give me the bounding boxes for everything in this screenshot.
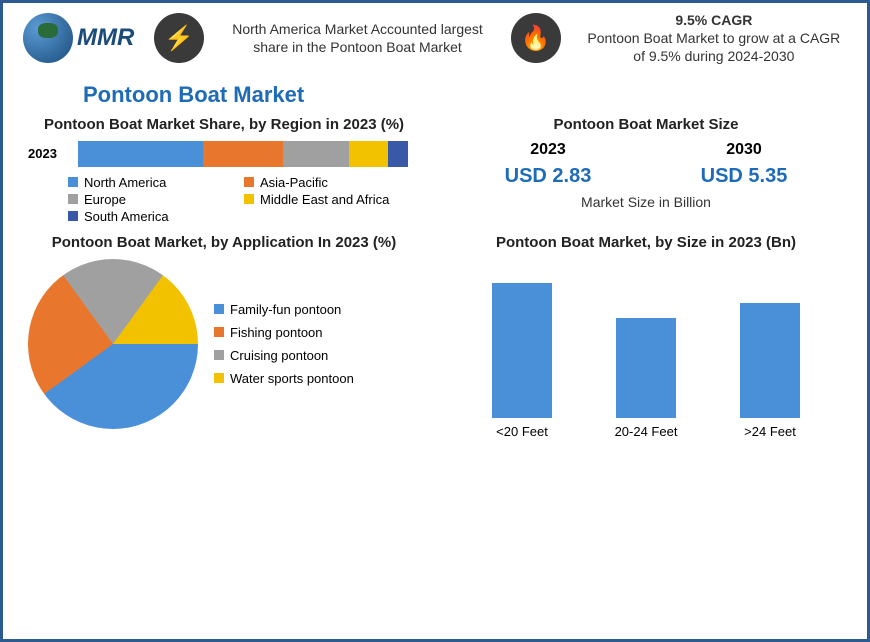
- region-chart-panel: Pontoon Boat Market Share, by Region in …: [28, 116, 420, 224]
- flame-icon: 🔥: [511, 13, 561, 63]
- bar: [492, 283, 552, 418]
- logo-text: MMR: [77, 24, 134, 52]
- logo: MMR: [23, 13, 134, 63]
- bar-label: >24 Feet: [744, 424, 796, 439]
- application-chart-title: Pontoon Boat Market, by Application In 2…: [28, 234, 420, 251]
- info-cagr: 9.5% CAGR Pontoon Boat Market to grow at…: [581, 11, 847, 66]
- pie-legend: Family-fun pontoon Fishing pontoon Cruisin…: [214, 302, 354, 386]
- bar-label: 20-24 Feet: [615, 424, 678, 439]
- legend-item: Water sports pontoon: [214, 371, 354, 386]
- bysize-chart-title: Pontoon Boat Market, by Size in 2023 (Bn…: [450, 234, 842, 251]
- globe-icon: [23, 13, 73, 63]
- legend-label: Middle East and Africa: [260, 192, 389, 207]
- legend-item: Middle East and Africa: [244, 192, 420, 207]
- stacked-segment: [78, 141, 203, 167]
- info-region: North America Market Accounted largest s…: [224, 20, 490, 56]
- legend-item: Family-fun pontoon: [214, 302, 354, 317]
- stacked-segment: [388, 141, 408, 167]
- bysize-chart-panel: Pontoon Boat Market, by Size in 2023 (Bn…: [450, 234, 842, 439]
- cagr-text: Pontoon Boat Market to grow at a CAGR of…: [581, 29, 847, 65]
- legend-swatch: [214, 350, 224, 360]
- bar: [740, 303, 800, 418]
- stacked-bar: [78, 141, 408, 167]
- legend-swatch: [244, 194, 254, 204]
- stacked-segment: [349, 141, 389, 167]
- size-year-1: 2023: [530, 141, 566, 159]
- legend-swatch: [68, 211, 78, 221]
- market-size-years: 2023 2030: [450, 141, 842, 159]
- region-chart-title: Pontoon Boat Market Share, by Region in …: [28, 116, 420, 133]
- bar-column: 20-24 Feet: [601, 318, 691, 439]
- content-grid: Pontoon Boat Market Share, by Region in …: [3, 116, 867, 439]
- stacked-segment: [203, 141, 282, 167]
- bar-chart: <20 Feet 20-24 Feet >24 Feet: [450, 259, 842, 439]
- market-size-note: Market Size in Billion: [450, 194, 842, 210]
- bar-column: >24 Feet: [725, 303, 815, 439]
- legend-label: Water sports pontoon: [230, 371, 354, 386]
- legend-swatch: [214, 373, 224, 383]
- stacked-bar-wrap: 2023: [28, 141, 420, 167]
- legend-item: Asia-Pacific: [244, 175, 420, 190]
- legend-item: Fishing pontoon: [214, 325, 354, 340]
- page-title: Pontoon Boat Market: [83, 82, 867, 108]
- region-legend: North America Asia-Pacific Europe Middle Ea…: [68, 175, 420, 224]
- bar-label: <20 Feet: [496, 424, 548, 439]
- legend-item: North America: [68, 175, 244, 190]
- bar: [616, 318, 676, 418]
- pie-chart: [28, 259, 198, 429]
- legend-label: Cruising pontoon: [230, 348, 328, 363]
- legend-label: Europe: [84, 192, 126, 207]
- legend-swatch: [244, 177, 254, 187]
- legend-label: North America: [84, 175, 166, 190]
- legend-swatch: [68, 194, 78, 204]
- legend-item: South America: [68, 209, 244, 224]
- market-size-values: USD 2.83 USD 5.35: [450, 165, 842, 188]
- legend-item: Cruising pontoon: [214, 348, 354, 363]
- market-size-title: Pontoon Boat Market Size: [450, 116, 842, 133]
- size-year-2: 2030: [726, 141, 762, 159]
- stacked-year-label: 2023: [28, 146, 68, 161]
- bar-column: <20 Feet: [477, 283, 567, 439]
- size-val-1: USD 2.83: [505, 165, 592, 188]
- application-chart-panel: Pontoon Boat Market, by Application In 2…: [28, 234, 420, 439]
- legend-swatch: [214, 304, 224, 314]
- legend-item: Europe: [68, 192, 244, 207]
- legend-label: Fishing pontoon: [230, 325, 323, 340]
- size-val-2: USD 5.35: [701, 165, 788, 188]
- stacked-segment: [283, 141, 349, 167]
- lightning-icon: ⚡: [154, 13, 204, 63]
- market-size-panel: Pontoon Boat Market Size 2023 2030 USD 2…: [450, 116, 842, 224]
- legend-label: Asia-Pacific: [260, 175, 328, 190]
- legend-label: Family-fun pontoon: [230, 302, 341, 317]
- legend-swatch: [214, 327, 224, 337]
- cagr-headline: 9.5% CAGR: [581, 11, 847, 29]
- header-row: MMR ⚡ North America Market Accounted lar…: [3, 3, 867, 74]
- pie-wrap: Family-fun pontoon Fishing pontoon Cruisin…: [28, 259, 420, 429]
- legend-swatch: [68, 177, 78, 187]
- legend-label: South America: [84, 209, 169, 224]
